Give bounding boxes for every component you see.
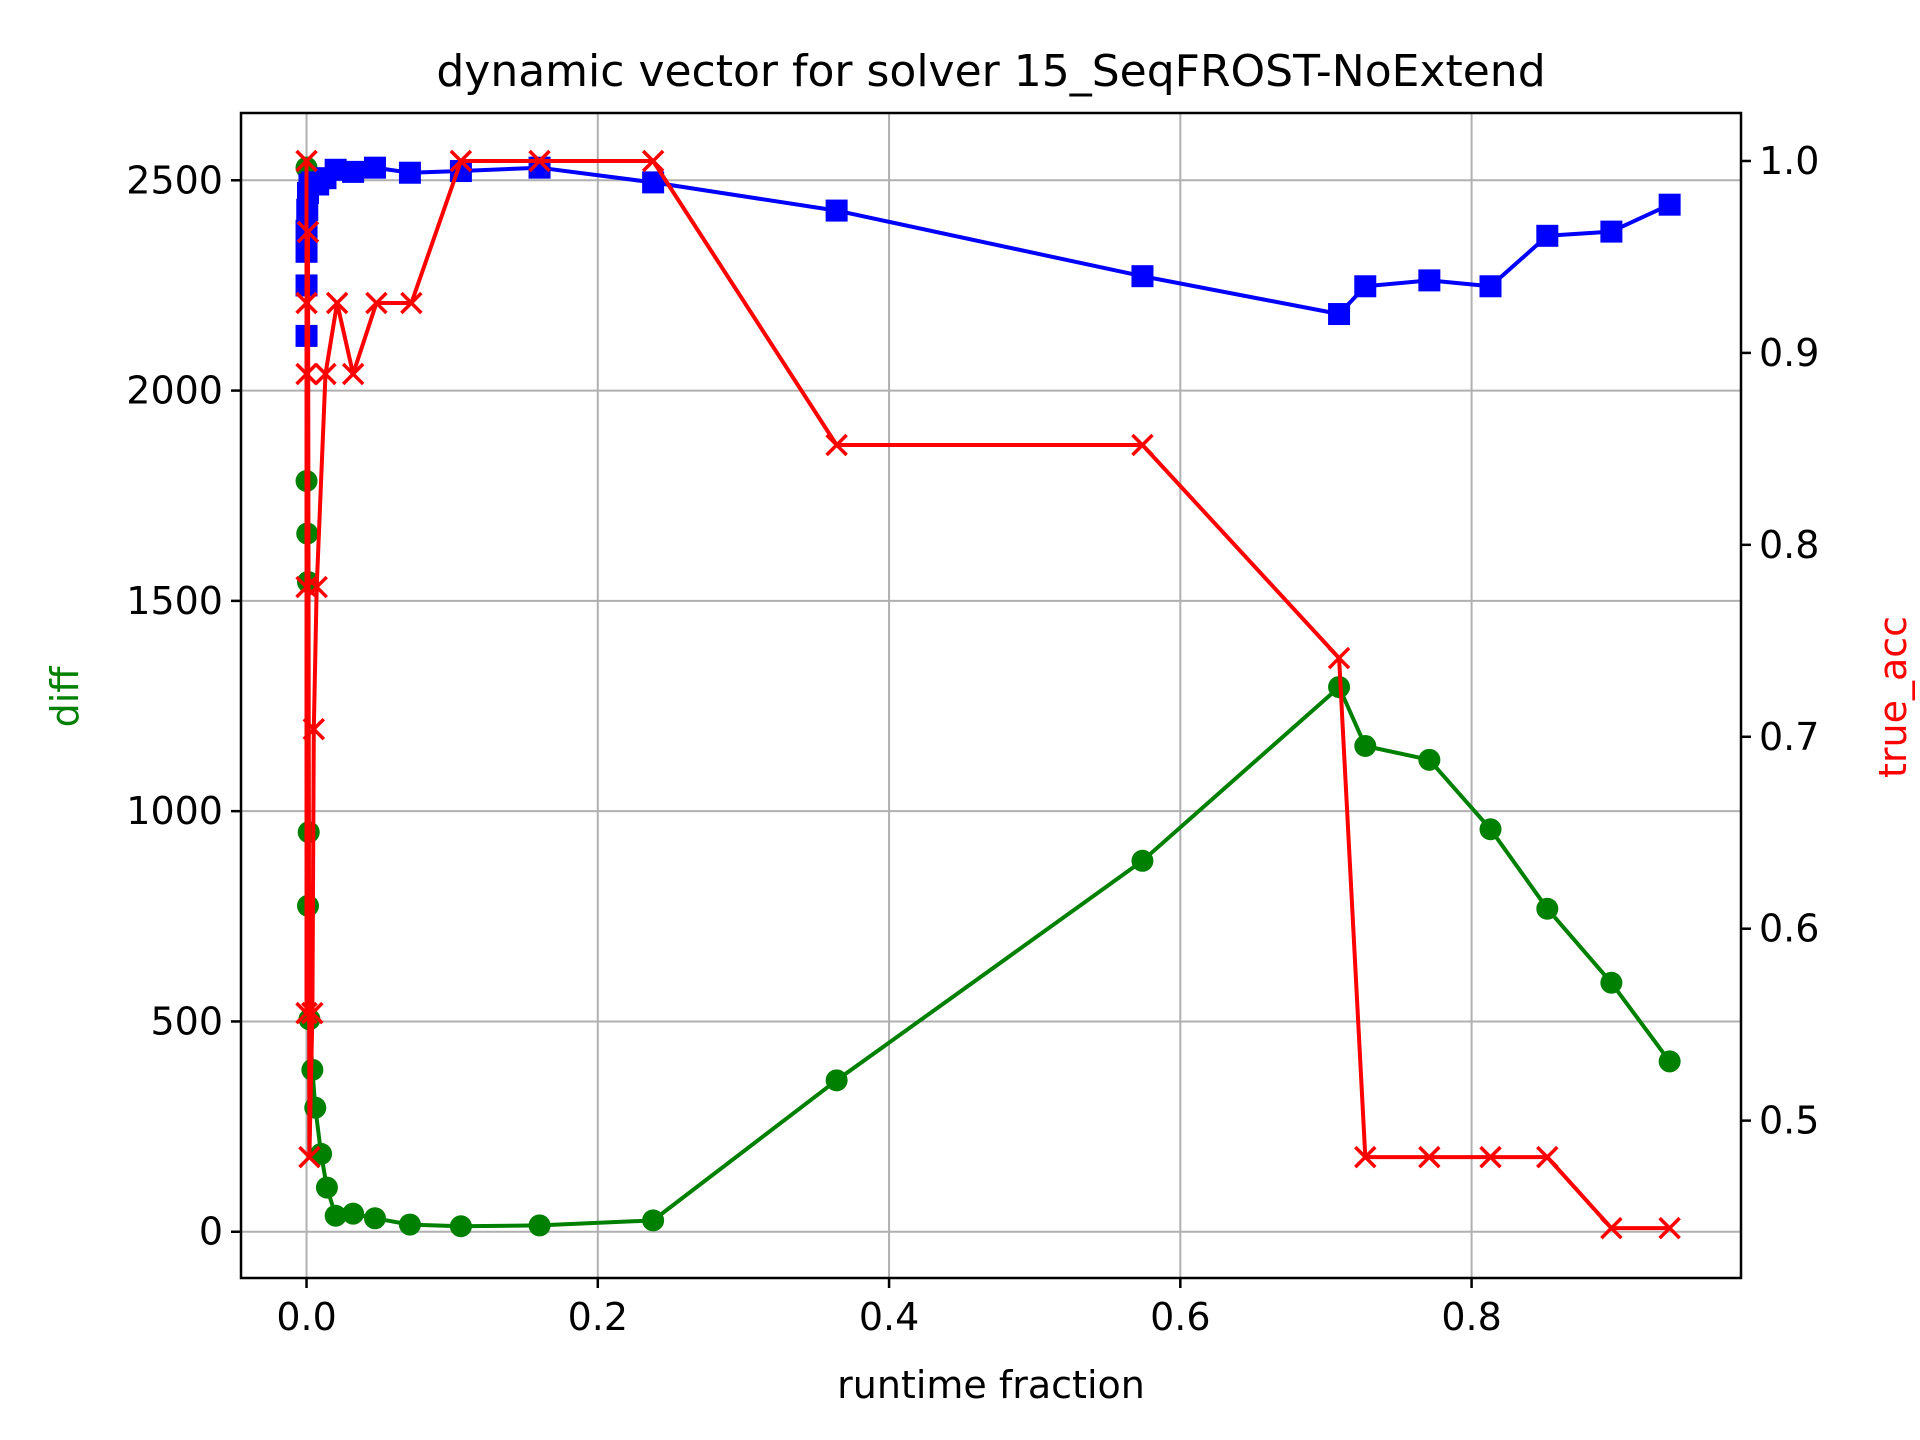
true_acc-point <box>1658 1216 1681 1240</box>
diff-point <box>1479 818 1502 841</box>
true_acc-point <box>1327 646 1351 670</box>
true_acc-point <box>1418 1145 1441 1169</box>
blue-point <box>342 160 365 183</box>
y2-tick-label: 0.5 <box>1759 1099 1819 1143</box>
true_acc-point <box>295 575 318 599</box>
true_acc-point <box>400 291 423 315</box>
true_acc-point <box>1131 433 1154 457</box>
y-tick-label: 2000 <box>126 369 223 413</box>
diff-point <box>825 1069 848 1092</box>
diff-point <box>315 1176 338 1199</box>
diff-point <box>324 1204 347 1227</box>
x-tick-label: 0.2 <box>568 1295 628 1339</box>
diff-point <box>642 1209 665 1232</box>
y2-tick-label: 0.9 <box>1759 331 1819 375</box>
y2-tick-label: 0.6 <box>1759 907 1819 951</box>
blue-point <box>642 171 665 194</box>
true_acc-point <box>295 1001 318 1025</box>
true_acc-point <box>365 291 388 315</box>
true_acc-point <box>301 1001 324 1025</box>
diff-point <box>1600 971 1623 994</box>
true_acc-point <box>1536 1145 1559 1169</box>
x-axis-label: runtime fraction <box>837 1363 1145 1407</box>
true_acc-point <box>314 362 337 386</box>
true_acc-point <box>1600 1216 1623 1240</box>
true_acc-point <box>825 433 848 457</box>
plot-frame <box>239 111 1743 1280</box>
blue-point <box>398 161 421 184</box>
y2-axis-label: true_acc <box>1871 616 1915 778</box>
true_acc-line <box>304 159 1670 1231</box>
diff-point <box>1418 748 1441 771</box>
diff-point <box>1131 849 1154 872</box>
true_acc-point <box>298 1145 321 1169</box>
true_acc-point <box>341 362 365 386</box>
true_acc-point <box>295 149 318 173</box>
diff-point <box>1536 897 1559 920</box>
blue-line <box>304 165 1671 336</box>
diff-point <box>363 1207 386 1230</box>
diff-line <box>304 167 1672 1229</box>
axis-ticks: 0.0 0.2 0.4 0.6 0.8 0 500 1000 1500 2000 2500 0.5 0.… <box>126 139 1819 1339</box>
true_acc-point <box>449 149 473 173</box>
diff-point <box>310 1142 333 1165</box>
y-tick-label: 1000 <box>126 789 223 833</box>
y-axis-label: diff <box>43 666 87 728</box>
true_acc-point <box>1479 1145 1502 1169</box>
x-tick-label: 0.6 <box>1150 1295 1210 1339</box>
true_acc-point <box>641 149 665 173</box>
blue-point <box>1328 303 1351 326</box>
true_acc-point <box>325 291 349 315</box>
grid <box>241 113 1741 1278</box>
y-tick-label: 0 <box>199 1210 223 1254</box>
true_acc-point <box>528 149 551 173</box>
diff-point <box>342 1202 365 1225</box>
diff-point <box>1354 734 1377 757</box>
true_acc-point <box>302 717 326 741</box>
x-tick-label: 0.0 <box>276 1295 336 1339</box>
blue-point <box>324 158 347 181</box>
x-tick-label: 0.4 <box>859 1295 919 1339</box>
true_acc-point <box>1354 1145 1377 1169</box>
blue-point <box>1536 224 1559 247</box>
diff-series <box>295 156 1681 1238</box>
blue-point <box>1658 193 1681 216</box>
blue-point <box>1354 275 1377 298</box>
y-tick-label: 1500 <box>126 579 223 623</box>
diff-point <box>528 1214 551 1237</box>
true_acc-series <box>295 149 1681 1240</box>
chart-title: dynamic vector for solver 15_SeqFROST-No… <box>436 46 1545 97</box>
diff-point <box>449 1215 472 1238</box>
blue-point <box>1600 220 1623 243</box>
plot-series <box>295 149 1681 1240</box>
true_acc-point <box>295 362 318 386</box>
y-tick-label: 2500 <box>126 158 223 202</box>
y2-tick-label: 0.7 <box>1759 715 1819 759</box>
true_acc-point <box>295 291 318 315</box>
blue-point <box>1479 275 1502 298</box>
y2-tick-label: 0.8 <box>1759 523 1819 567</box>
diff-point <box>1658 1050 1681 1073</box>
x-tick-label: 0.8 <box>1441 1295 1501 1339</box>
blue-point <box>1131 265 1154 288</box>
true_acc-point <box>305 575 328 599</box>
blue-series <box>295 156 1681 347</box>
y2-tick-label: 1.0 <box>1759 139 1819 183</box>
blue-point <box>363 156 386 179</box>
blue-point <box>1418 269 1441 292</box>
blue-point <box>825 199 848 222</box>
diff-point <box>398 1213 421 1236</box>
true_acc-point <box>296 220 320 244</box>
y-tick-label: 500 <box>150 999 223 1043</box>
